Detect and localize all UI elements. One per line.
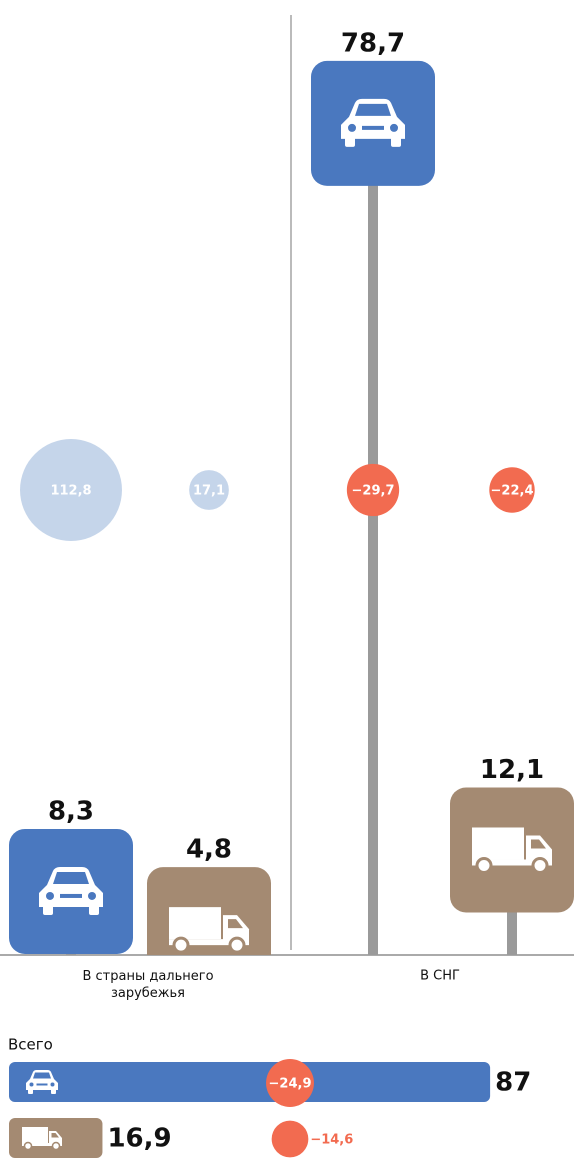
change-circle (20, 439, 122, 541)
change-label: 17,1 (193, 484, 225, 499)
total-value: 87 (495, 1068, 531, 1098)
pole (507, 910, 517, 955)
change-label: −29,7 (352, 484, 395, 499)
tiles (9, 60, 574, 955)
total-change-circle (271, 1120, 309, 1158)
value-label: 12,1 (480, 755, 544, 785)
change-label: −22,4 (491, 484, 534, 499)
total-value: 16,9 (107, 1124, 171, 1154)
pole (368, 183, 378, 955)
change-circle (489, 467, 535, 513)
total-change-label: −14,6 (310, 1133, 353, 1148)
category-label: В СНГ (420, 969, 460, 984)
value-label: 8,3 (48, 796, 94, 826)
change-circle (346, 463, 400, 517)
category-label: В страны дальнего зарубежья (82, 969, 213, 1001)
change-circle (189, 470, 229, 510)
total-change-circle (266, 1059, 314, 1107)
change-label: 112,8 (50, 484, 91, 499)
total-change-label: −24,9 (269, 1077, 312, 1092)
value-label: 4,8 (186, 835, 232, 865)
total-title: Всего (8, 1036, 53, 1054)
value-label: 78,7 (341, 28, 405, 58)
total-bar (9, 1062, 491, 1102)
